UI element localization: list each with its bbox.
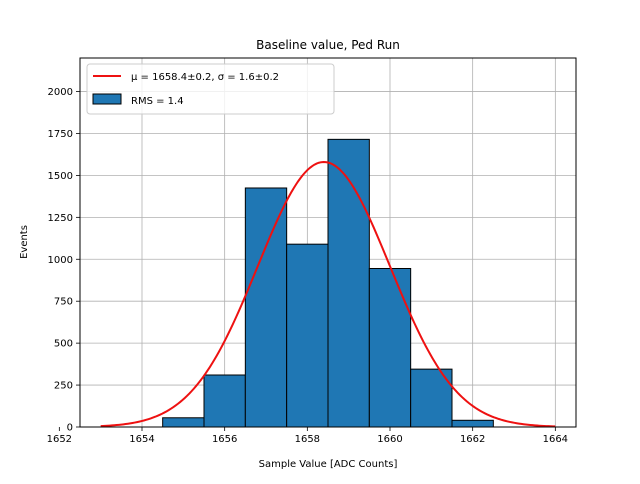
- legend-rms-swatch: [92, 93, 122, 105]
- x-tick-label-4: 1660: [377, 434, 402, 445]
- histogram-bar-1: [203, 374, 246, 428]
- x-tick-label-3: 1658: [295, 434, 320, 445]
- y-axis-ticks: 0 250 500 750 1000 1250 1500 1750 2000: [48, 87, 80, 434]
- y-tick-label-1: 250: [54, 381, 73, 392]
- y-tick-label-0: 0: [67, 423, 73, 434]
- histogram-bars: [162, 138, 494, 428]
- x-tick-label-0: 1652: [47, 434, 72, 445]
- y-axis-label: Events: [19, 225, 30, 259]
- legend-rms-label: RMS = 1.4: [131, 96, 184, 107]
- x-tick-label-6: 1664: [543, 434, 568, 445]
- y-tick-label-2: 500: [54, 339, 73, 350]
- histogram-bar-0: [162, 417, 205, 428]
- legend: μ = 1658.4±0.2, σ = 1.6±0.2 RMS = 1.4: [86, 63, 335, 115]
- y-tick-label-6: 1500: [48, 171, 73, 182]
- x-axis-ticks: 1652 1654 1656 1658 1660 1662 1664: [47, 427, 568, 445]
- histogram-bar-3: [286, 243, 329, 428]
- legend-fit-label: μ = 1658.4±0.2, σ = 1.6±0.2: [131, 72, 279, 83]
- y-tick-label-7: 1750: [48, 129, 73, 140]
- plot-frame: [79, 57, 577, 428]
- histogram-bar-4: [327, 138, 370, 428]
- legend-box: [86, 63, 335, 115]
- histogram-bar-2: [244, 187, 288, 428]
- x-axis-label: Sample Value [ADC Counts]: [259, 459, 398, 470]
- y-tick-label-5: 1250: [48, 213, 73, 224]
- x-tick-label-5: 1662: [460, 434, 485, 445]
- x-tick-label-2: 1656: [212, 434, 237, 445]
- histogram-bar-5: [368, 267, 412, 428]
- histogram-bar-7: [451, 419, 494, 428]
- x-tick-label-1: 1654: [129, 434, 154, 445]
- y-tick-label-4: 1000: [48, 255, 73, 266]
- y-tick-label-3: 750: [54, 297, 73, 308]
- y-tick-label-8: 2000: [48, 87, 73, 98]
- chart-title: Baseline value, Ped Run: [256, 38, 400, 52]
- gaussian-fit-curve: [100, 160, 556, 428]
